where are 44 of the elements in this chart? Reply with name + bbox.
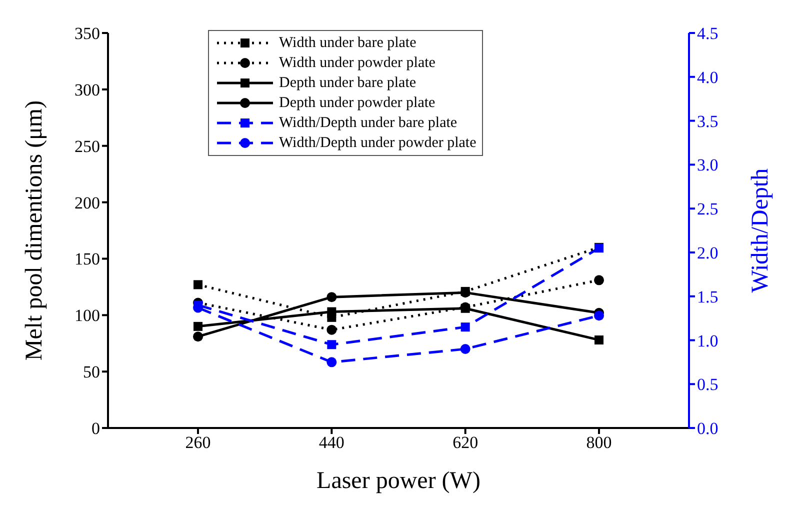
legend-label: Width/Depth under powder plate: [279, 134, 476, 152]
point: [194, 280, 202, 290]
y2-tick-label: 0.5: [697, 375, 718, 394]
point: [327, 340, 336, 350]
point: [326, 292, 337, 302]
y-tick-label: 300: [74, 80, 100, 100]
y-tick-label: 0: [92, 419, 100, 438]
point: [594, 275, 604, 286]
x-tick-label: 440: [318, 433, 344, 452]
y2-tick-label: 0.0: [697, 419, 718, 438]
legend-label: Depth under bare plate: [279, 74, 416, 92]
point: [327, 307, 336, 316]
legend-label: Width under powder plate: [279, 54, 436, 72]
y2-tick-label: 1.5: [697, 287, 718, 306]
y2-tick-label: 2.5: [697, 200, 718, 219]
y-tick-label: 50: [83, 362, 100, 382]
y2-tick-label: 4.0: [697, 68, 718, 87]
y-tick-label: 350: [74, 24, 100, 44]
x-axis-title: Laser power (W): [316, 468, 480, 494]
y2-tick-label: 1.0: [697, 331, 718, 350]
y2-tick-label: 4.5: [697, 24, 718, 44]
y2-tick-label: 3.5: [697, 112, 718, 131]
x-tick-label: 260: [185, 433, 211, 452]
y-tick-label: 150: [74, 250, 100, 269]
point: [193, 332, 203, 342]
point: [326, 324, 337, 335]
point: [326, 357, 337, 368]
y2-axis-title: Width/Depth: [748, 168, 774, 293]
y-tick-label: 250: [74, 136, 100, 156]
x-tick-label: 620: [452, 433, 478, 452]
legend-label: Width under bare plate: [279, 34, 416, 52]
x-tick-label: 800: [586, 433, 612, 452]
point: [594, 335, 604, 344]
y-tick-label: 100: [74, 306, 100, 326]
legend-label: Width/Depth under bare plate: [279, 114, 458, 132]
legend-label: Depth under powder plate: [279, 94, 436, 112]
y-axis-title: Melt pool dimentions (μm): [22, 100, 48, 361]
y2-tick-label: 3.0: [697, 156, 718, 175]
y-tick-label: 200: [74, 193, 100, 212]
point: [594, 310, 604, 321]
point: [194, 322, 202, 331]
y2-tick-label: 2.0: [697, 243, 718, 262]
point: [460, 344, 470, 354]
point: [460, 322, 470, 332]
